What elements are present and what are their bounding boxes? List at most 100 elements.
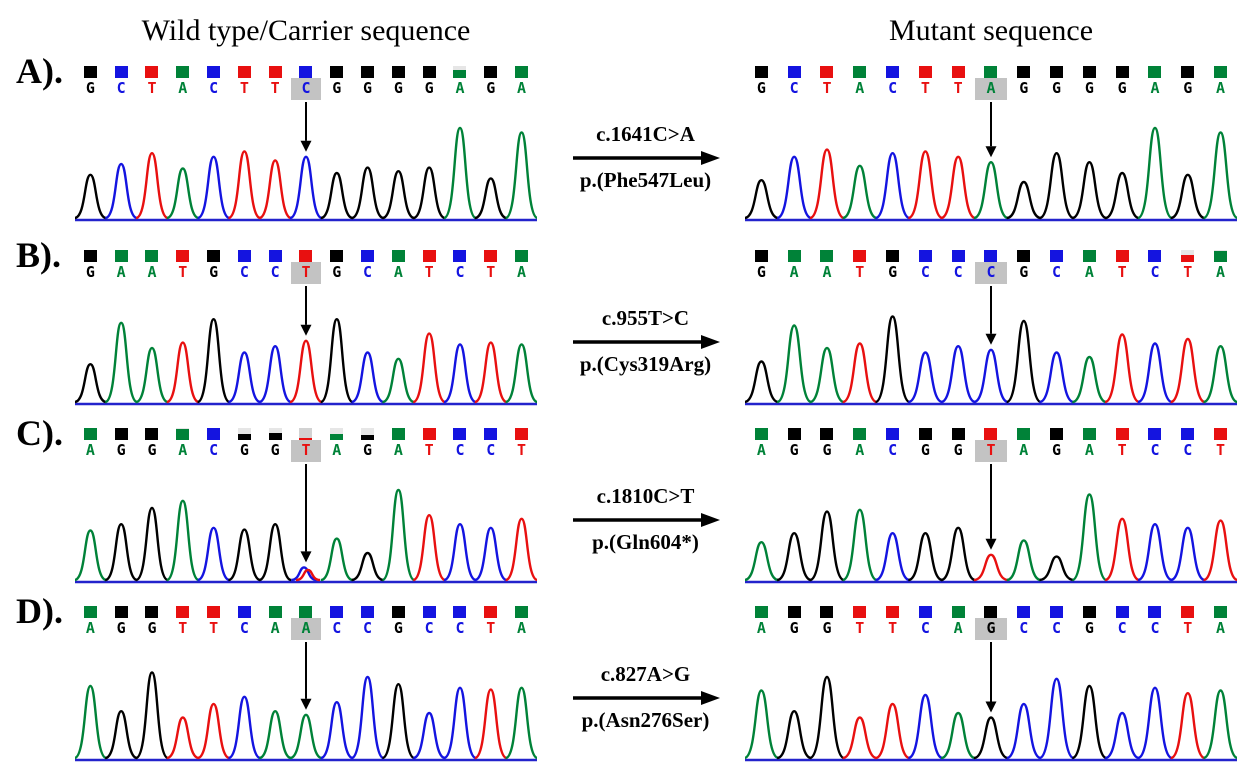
base-letter: A	[517, 263, 527, 281]
quality-square	[114, 66, 128, 78]
base-letter: C	[209, 79, 219, 97]
base-letter: A	[332, 441, 342, 459]
base-letter: A	[270, 619, 280, 637]
base-letter: C	[363, 263, 373, 281]
row-label-b: B).	[16, 235, 61, 275]
quality-square	[754, 428, 768, 440]
quality-square	[484, 606, 498, 618]
base-letter: A	[1216, 263, 1226, 281]
quality-square	[176, 66, 190, 78]
base-letter: T	[270, 79, 280, 97]
base-letter: A	[1216, 79, 1226, 97]
base-letter: A	[855, 441, 865, 459]
protein-change-label: p.(Asn276Ser)	[581, 708, 710, 732]
quality-square	[1214, 66, 1228, 78]
quality-square	[361, 606, 375, 618]
quality-square	[886, 428, 900, 440]
quality-square	[83, 250, 97, 262]
protein-change-label: p.(Cys319Arg)	[579, 352, 712, 376]
quality-square	[83, 606, 97, 618]
base-letter: G	[756, 79, 766, 97]
quality-square	[918, 428, 932, 440]
quality-square	[1050, 606, 1064, 618]
protein-change-label: p.(Gln604*)	[592, 530, 699, 554]
base-letter: C	[920, 619, 930, 637]
base-letter: T	[1117, 263, 1127, 281]
base-letter: T	[1183, 263, 1193, 281]
quality-square	[1181, 250, 1195, 262]
quality-square	[391, 606, 405, 618]
quality-square	[1082, 66, 1096, 78]
base-letter: A	[756, 441, 766, 459]
base-letter: A	[116, 263, 126, 281]
base-letter: G	[1117, 79, 1127, 97]
quality-square	[176, 606, 190, 618]
mutation-arrow-icon	[985, 102, 997, 158]
quality-square	[984, 606, 998, 618]
quality-square	[1017, 606, 1031, 618]
base-letter: C	[789, 79, 799, 97]
quality-square	[114, 428, 128, 440]
quality-square	[787, 66, 801, 78]
quality-square	[145, 250, 159, 262]
right-arrow-icon	[572, 513, 720, 527]
quality-square	[820, 428, 834, 440]
chromatogram-trace	[73, 464, 539, 584]
highlighted-base-letter: C	[290, 78, 322, 100]
base-letter: T	[822, 79, 832, 97]
quality-square	[984, 428, 998, 440]
quality-square	[1017, 66, 1031, 78]
quality-square	[1181, 606, 1195, 618]
quality-square	[1214, 606, 1228, 618]
quality-squares	[75, 602, 537, 618]
quality-square	[1214, 428, 1228, 440]
mutation-arrow-icon	[985, 464, 997, 550]
base-letter: C	[1150, 263, 1160, 281]
quality-square	[453, 66, 467, 78]
base-letter: A	[517, 79, 527, 97]
quality-square	[918, 250, 932, 262]
quality-square	[422, 428, 436, 440]
base-letter: T	[855, 263, 865, 281]
quality-square	[820, 66, 834, 78]
mutation-annotation-d: c.827A>G p.(Asn276Ser)	[563, 662, 728, 733]
base-letter: C	[239, 263, 249, 281]
quality-square	[984, 66, 998, 78]
quality-square	[207, 606, 221, 618]
quality-square	[299, 606, 313, 618]
quality-square	[299, 250, 313, 262]
cdna-change-label: c.1810C>T	[596, 484, 695, 508]
quality-square	[886, 606, 900, 618]
base-letter: C	[1183, 441, 1193, 459]
quality-square	[853, 66, 867, 78]
base-letter: G	[1084, 79, 1094, 97]
quality-square	[1050, 66, 1064, 78]
base-letter: G	[1019, 79, 1029, 97]
chromatogram-trace	[73, 102, 539, 222]
quality-square	[1115, 428, 1129, 440]
base-letter: T	[1183, 619, 1193, 637]
base-letter: T	[953, 79, 963, 97]
base-letter: C	[332, 619, 342, 637]
quality-square	[237, 250, 251, 262]
quality-squares	[75, 424, 537, 440]
quality-square	[299, 66, 313, 78]
chromatogram-trace	[743, 642, 1238, 762]
quality-square	[515, 250, 529, 262]
quality-square	[361, 250, 375, 262]
quality-square	[330, 606, 344, 618]
quality-square	[83, 428, 97, 440]
base-letter: G	[822, 441, 832, 459]
base-letter: T	[209, 619, 219, 637]
base-letter: C	[1019, 619, 1029, 637]
quality-squares	[745, 602, 1237, 618]
quality-square	[484, 250, 498, 262]
cdna-change-label: c.955T>C	[601, 306, 690, 330]
quality-square	[853, 606, 867, 618]
